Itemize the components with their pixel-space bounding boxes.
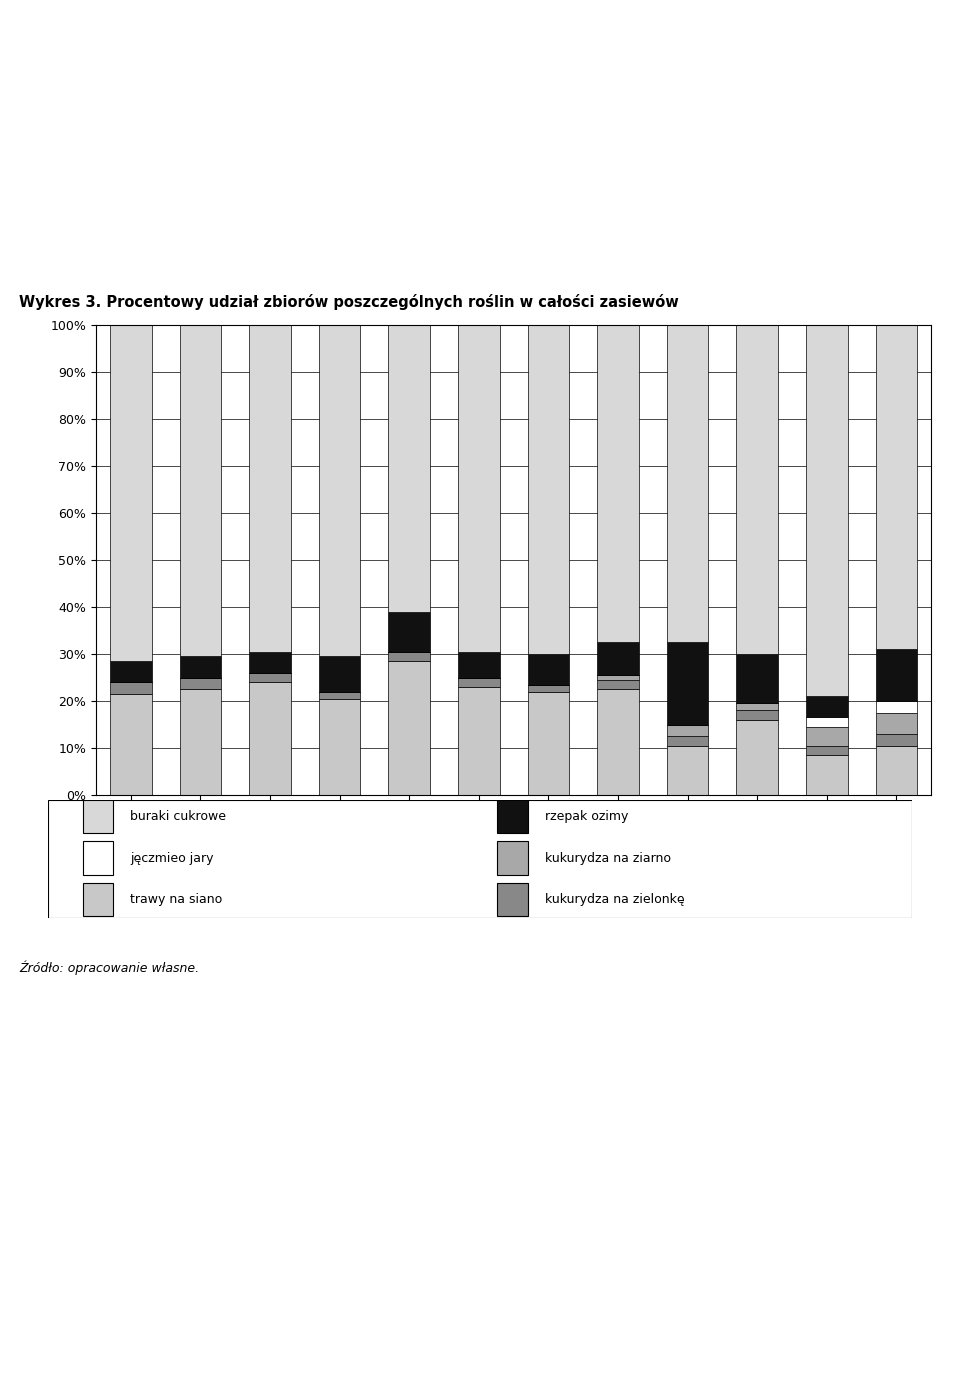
Bar — [180, 657, 221, 677]
Bar — [110, 694, 152, 795]
Bar — [528, 654, 569, 684]
Bar — [597, 675, 639, 680]
Bar — [319, 657, 361, 691]
Bar — [528, 684, 569, 691]
Bar — [597, 325, 639, 643]
Text: jęczmieo jary: jęczmieo jary — [131, 852, 213, 864]
Bar — [388, 661, 430, 795]
Bar — [876, 650, 917, 701]
Bar — [736, 654, 778, 704]
Bar — [83, 800, 113, 834]
Bar — [876, 325, 917, 650]
Text: kukurydza na zielonkę: kukurydza na zielonkę — [545, 894, 684, 906]
Bar — [736, 704, 778, 711]
Bar — [736, 711, 778, 719]
Bar — [736, 325, 778, 654]
Bar — [597, 643, 639, 675]
Bar — [528, 325, 569, 654]
Bar — [597, 689, 639, 795]
Bar — [805, 756, 848, 795]
Bar — [250, 325, 291, 651]
Bar — [458, 325, 499, 651]
Bar — [250, 673, 291, 682]
Bar — [805, 746, 848, 756]
Bar — [388, 325, 430, 612]
Bar — [497, 800, 528, 834]
Bar — [805, 696, 848, 718]
Bar — [876, 733, 917, 746]
Bar — [497, 882, 528, 916]
Text: rzepak ozimy: rzepak ozimy — [545, 810, 628, 822]
Text: Wykres 3. Procentowy udział zbiorów poszczególnych roślin w całości zasiewów: Wykres 3. Procentowy udział zbiorów posz… — [19, 294, 679, 309]
Bar — [250, 682, 291, 795]
Bar — [180, 689, 221, 795]
Bar — [110, 661, 152, 682]
Bar — [666, 725, 708, 736]
Text: buraki cukrowe: buraki cukrowe — [131, 810, 227, 822]
Bar — [736, 719, 778, 795]
Bar — [83, 842, 113, 874]
Bar — [597, 680, 639, 689]
FancyBboxPatch shape — [48, 800, 912, 919]
Bar — [458, 687, 499, 795]
Bar — [805, 325, 848, 696]
Bar — [666, 325, 708, 643]
Bar — [666, 643, 708, 725]
Bar — [805, 726, 848, 746]
Bar — [110, 682, 152, 694]
Bar — [876, 746, 917, 795]
Bar — [666, 746, 708, 795]
Bar — [528, 691, 569, 795]
Bar — [497, 842, 528, 874]
Bar — [388, 651, 430, 661]
Text: trawy na siano: trawy na siano — [131, 894, 223, 906]
Bar — [110, 325, 152, 661]
Bar — [388, 612, 430, 651]
Bar — [319, 325, 361, 657]
Bar — [319, 698, 361, 795]
Bar — [83, 882, 113, 916]
Text: kukurydza na ziarno: kukurydza na ziarno — [545, 852, 671, 864]
X-axis label: lata: lata — [497, 842, 530, 857]
Bar — [180, 677, 221, 689]
Bar — [319, 691, 361, 698]
Bar — [250, 651, 291, 673]
Bar — [666, 736, 708, 746]
Bar — [876, 712, 917, 733]
Bar — [458, 651, 499, 677]
Text: Źródło: opracowanie własne.: Źródło: opracowanie własne. — [19, 960, 200, 976]
Bar — [876, 701, 917, 712]
Bar — [805, 718, 848, 726]
Bar — [180, 325, 221, 657]
Bar — [458, 677, 499, 687]
